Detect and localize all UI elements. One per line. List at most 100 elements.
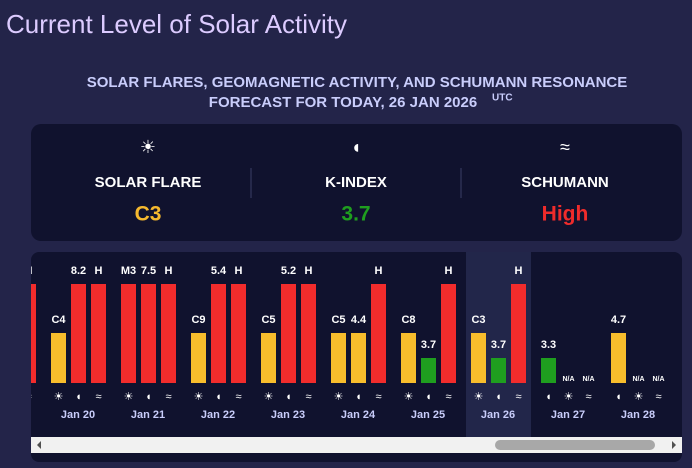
bar <box>491 358 506 383</box>
bar-icon: ☀ <box>474 391 484 403</box>
bar-label: H <box>235 265 243 277</box>
date-label: Jan 21 <box>131 409 165 421</box>
bar-icon: ◖ <box>215 391 222 403</box>
bar-icon: ☀ <box>194 391 204 403</box>
summary-value: C3 <box>135 203 162 226</box>
bar <box>71 284 86 383</box>
bar-label: 3.7 <box>491 339 506 351</box>
scroll-left[interactable] <box>37 441 41 449</box>
bar-label: 7.5 <box>141 265 156 277</box>
bar-icon: ☀ <box>54 391 64 403</box>
bar-label: H <box>375 265 383 277</box>
bar-icon: ☀ <box>564 391 574 403</box>
bar-icon: ☀ <box>404 391 414 403</box>
bar-icon: ◖ <box>355 391 362 403</box>
bar-icon: ≈ <box>25 391 31 403</box>
bar-label: C5 <box>331 314 345 326</box>
bar-label: H <box>95 265 103 277</box>
bar-icon: ☀ <box>634 391 644 403</box>
summary-value: High <box>542 203 589 226</box>
bar-label: M3 <box>121 265 136 277</box>
bar-label: H <box>25 265 33 277</box>
summary-icon: ☀ <box>140 137 156 157</box>
bar-icon: ☀ <box>264 391 274 403</box>
bar-label: 8.2 <box>71 265 86 277</box>
bar <box>371 284 386 383</box>
date-label: Jan 20 <box>61 409 95 421</box>
bar-icon: ◖ <box>75 391 82 403</box>
bar-icon: ≈ <box>305 391 311 403</box>
bar <box>51 333 66 383</box>
bar-icon: ◖ <box>545 391 552 403</box>
date-label: Jan 23 <box>271 409 305 421</box>
bar <box>611 333 626 383</box>
na-label: N/A <box>632 376 644 383</box>
date-label: Jan 27 <box>551 409 585 421</box>
bar-label: H <box>165 265 173 277</box>
bar-label: 4.7 <box>611 314 626 326</box>
bar <box>401 333 416 383</box>
bar <box>191 333 206 383</box>
summary-label: SOLAR FLARE <box>95 174 202 191</box>
summary-panel <box>31 124 682 241</box>
bar <box>331 333 346 383</box>
bar-icon: ☀ <box>124 391 134 403</box>
na-label: N/A <box>582 376 594 383</box>
summary-label: SCHUMANN <box>521 174 609 191</box>
bar-icon: ◖ <box>615 391 622 403</box>
na-label: N/A <box>562 376 574 383</box>
bar-label: H <box>445 265 453 277</box>
bar-label: C3 <box>471 314 485 326</box>
bar-label: C4 <box>51 314 66 326</box>
subtitle: FORECAST FOR TODAY, 26 JAN 2026 <box>209 94 477 111</box>
bar-icon: ≈ <box>585 391 591 403</box>
summary-label: K-INDEX <box>325 174 387 191</box>
bar-icon: ≈ <box>515 391 521 403</box>
bar-label: H <box>515 265 523 277</box>
date-label: Jan 25 <box>411 409 445 421</box>
bar <box>281 284 296 383</box>
bar-icon: ≈ <box>165 391 171 403</box>
na-label: N/A <box>652 376 664 383</box>
bar-label: C8 <box>401 314 415 326</box>
bar <box>231 284 246 383</box>
bar-icon: ◖ <box>495 391 502 403</box>
bar <box>471 333 486 383</box>
summary-value: 3.7 <box>341 203 370 226</box>
date-label: Jan 26 <box>481 409 515 421</box>
bar-label: 3.7 <box>421 339 436 351</box>
bar-icon: ≈ <box>655 391 661 403</box>
scroll-right[interactable] <box>672 441 676 449</box>
bar-label: C5 <box>261 314 275 326</box>
bar-icon: ◖ <box>145 391 152 403</box>
bar-label: 4.4 <box>351 314 367 326</box>
date-label: Jan 24 <box>341 409 376 421</box>
bar <box>441 284 456 383</box>
bar <box>161 284 176 383</box>
bar-label: 3.3 <box>541 339 556 351</box>
bar <box>31 284 36 383</box>
bar-label: H <box>305 265 313 277</box>
bar <box>91 284 106 383</box>
subtitle: SOLAR FLARES, GEOMAGNETIC ACTIVITY, AND … <box>87 74 628 91</box>
bar-label: C9 <box>191 314 205 326</box>
summary-icon: ◖ <box>351 137 362 157</box>
page-title: Current Level of Solar Activity <box>6 9 347 39</box>
bar-icon: ☀ <box>334 391 344 403</box>
scroll-thumb[interactable] <box>495 440 655 450</box>
subtitle-sup: UTC <box>492 93 513 104</box>
bar <box>121 284 136 383</box>
bar-label: 5.4 <box>211 265 227 277</box>
bar <box>211 284 226 383</box>
bar-icon: ◖ <box>5 391 12 403</box>
bar-icon: ≈ <box>375 391 381 403</box>
bar-icon: ◖ <box>425 391 432 403</box>
bar <box>141 284 156 383</box>
bar-label: 5.2 <box>281 265 296 277</box>
bar-icon: ≈ <box>235 391 241 403</box>
bar <box>261 333 276 383</box>
date-label: Jan 28 <box>621 409 655 421</box>
